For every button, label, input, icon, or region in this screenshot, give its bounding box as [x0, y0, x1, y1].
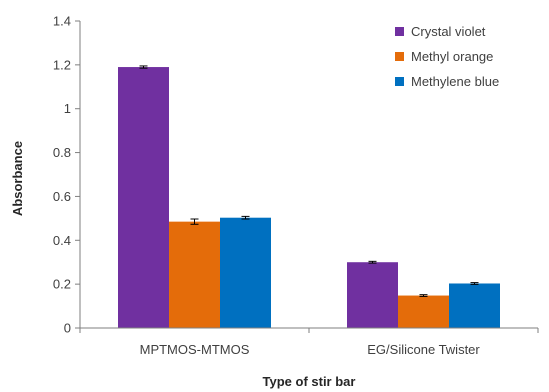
- bar: [449, 283, 500, 328]
- bar: [220, 217, 271, 328]
- error-bar: [470, 282, 479, 285]
- y-tick-label: 0.4: [53, 233, 71, 248]
- bar: [347, 262, 398, 328]
- bar: [118, 67, 169, 329]
- legend-swatch: [395, 77, 404, 86]
- legend-swatch: [395, 27, 404, 36]
- x-category-label: EG/Silicone Twister: [367, 342, 480, 357]
- y-tick-label: 1: [64, 101, 71, 116]
- y-tick-label: 0.8: [53, 145, 71, 160]
- legend-item: Methyl orange: [395, 49, 493, 64]
- legend-label: Crystal violet: [411, 24, 486, 39]
- legend-swatch: [395, 52, 404, 61]
- y-axis-title: Absorbance: [10, 141, 25, 216]
- y-axis: 0 0.2 0.4 0.6 0.8 1 1.2 1.4: [53, 14, 81, 336]
- y-tick-label: 1.2: [53, 57, 71, 72]
- error-bar: [139, 65, 148, 69]
- error-bar: [368, 260, 377, 264]
- bar: [398, 295, 449, 328]
- y-tick-label: 1.4: [53, 14, 71, 29]
- error-bar: [419, 294, 428, 297]
- legend-item: Crystal violet: [395, 24, 486, 39]
- x-axis-title: Type of stir bar: [263, 374, 356, 389]
- y-tick-label: 0: [64, 321, 71, 336]
- error-bar: [241, 215, 250, 220]
- bar: [169, 221, 220, 328]
- legend-item: Methylene blue: [395, 74, 499, 89]
- legend: Crystal violet Methyl orange Methylene blu…: [395, 24, 499, 89]
- error-bar: [190, 218, 199, 225]
- x-category-label: MPTMOS-MTMOS: [140, 342, 250, 357]
- bars: [118, 65, 500, 329]
- legend-label: Methyl orange: [411, 49, 493, 64]
- x-axis: MPTMOS-MTMOS EG/Silicone Twister: [79, 327, 539, 357]
- y-tick-label: 0.2: [53, 277, 71, 292]
- legend-label: Methylene blue: [411, 74, 499, 89]
- y-tick-label: 0.6: [53, 189, 71, 204]
